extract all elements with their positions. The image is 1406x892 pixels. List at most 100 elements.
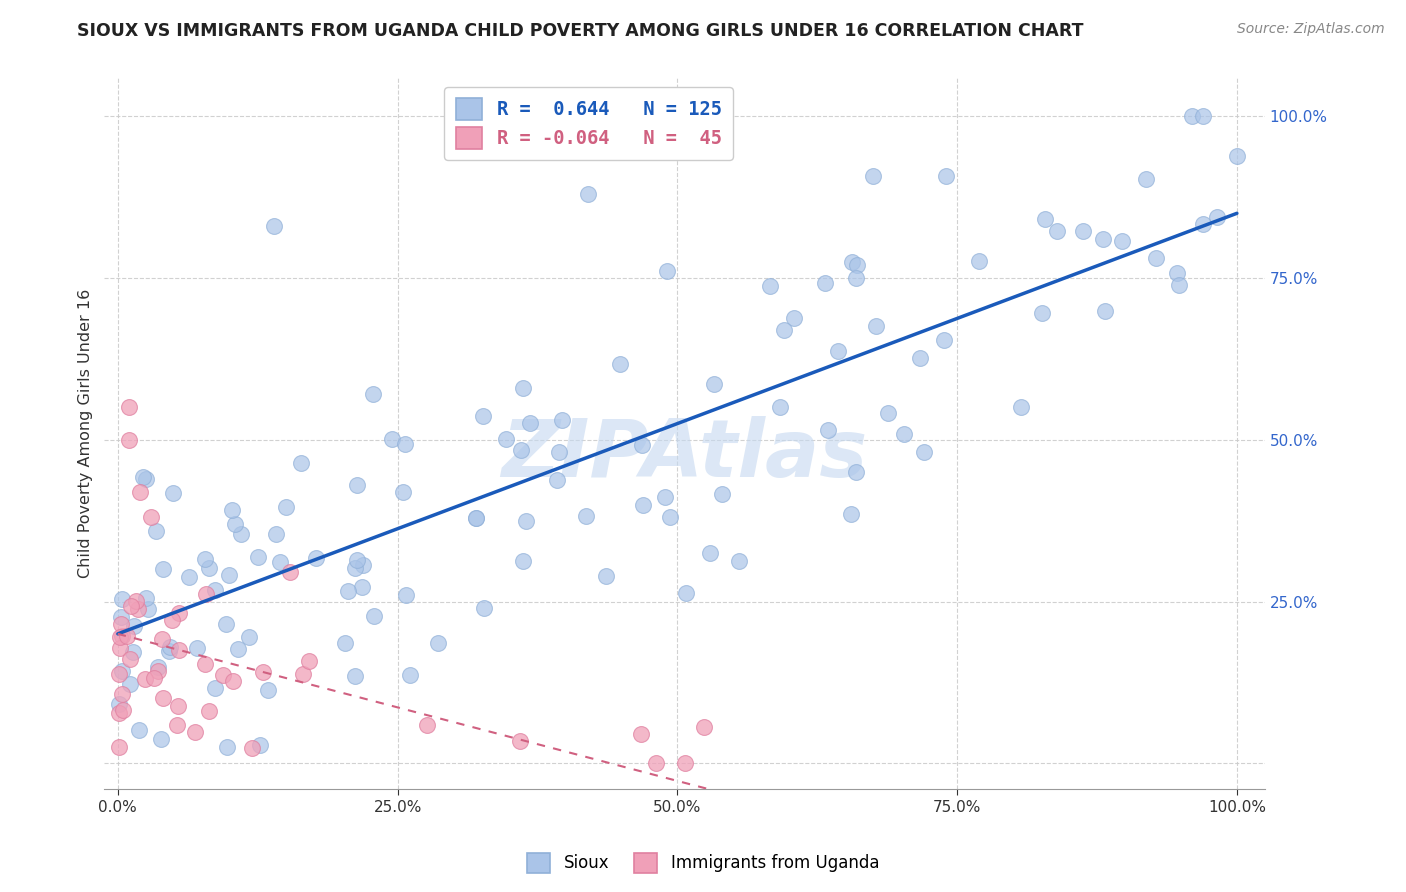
Point <box>108 706 131 721</box>
Point <box>845 465 868 479</box>
Point <box>1181 109 1204 123</box>
Point <box>519 416 541 430</box>
Point <box>217 739 239 754</box>
Point <box>346 553 368 567</box>
Point <box>218 567 240 582</box>
Point <box>394 436 416 450</box>
Text: Source: ZipAtlas.com: Source: ZipAtlas.com <box>1237 22 1385 37</box>
Point <box>290 457 312 471</box>
Point <box>256 683 278 698</box>
Point <box>699 546 721 560</box>
Point <box>186 641 208 656</box>
Point <box>264 526 287 541</box>
Point <box>509 442 531 457</box>
Point <box>495 432 517 446</box>
Point <box>136 602 159 616</box>
Point <box>129 484 152 499</box>
Point <box>152 562 174 576</box>
Point <box>229 527 252 541</box>
Point <box>110 610 132 624</box>
Point <box>198 561 221 575</box>
Point <box>464 511 486 525</box>
Point <box>576 186 599 201</box>
Point <box>263 219 285 234</box>
Point <box>224 517 246 532</box>
Point <box>159 640 181 654</box>
Point <box>135 591 157 606</box>
Point <box>222 674 245 689</box>
Point <box>246 550 269 565</box>
Point <box>703 377 725 392</box>
Point <box>350 580 373 594</box>
Point <box>575 509 598 524</box>
Point <box>142 672 165 686</box>
Point <box>111 592 134 607</box>
Point <box>162 613 184 627</box>
Point <box>121 645 143 659</box>
Point <box>204 681 226 695</box>
Point <box>184 725 207 739</box>
Point <box>1071 224 1094 238</box>
Point <box>298 654 321 668</box>
Point <box>148 659 170 673</box>
Point <box>194 657 217 671</box>
Point <box>862 169 884 184</box>
Point <box>908 351 931 365</box>
Point <box>120 599 142 613</box>
Point <box>693 720 716 734</box>
Point <box>110 630 132 644</box>
Point <box>111 629 134 643</box>
Point <box>132 470 155 484</box>
Point <box>108 641 131 656</box>
Point <box>221 502 243 516</box>
Point <box>631 437 654 451</box>
Point <box>399 668 422 682</box>
Point <box>125 594 148 608</box>
Point <box>249 738 271 752</box>
Point <box>111 703 134 717</box>
Point <box>772 323 794 337</box>
Point <box>395 588 418 602</box>
Point <box>865 318 887 333</box>
Point <box>167 643 190 657</box>
Point <box>166 698 188 713</box>
Point <box>658 509 681 524</box>
Point <box>1192 217 1215 231</box>
Point <box>118 401 141 415</box>
Point <box>177 570 200 584</box>
Point <box>509 734 531 748</box>
Point <box>1166 266 1188 280</box>
Point <box>134 672 156 686</box>
Point <box>845 258 868 272</box>
Point <box>352 558 374 572</box>
Point <box>675 586 697 600</box>
Text: ZIPAtlas: ZIPAtlas <box>502 416 868 493</box>
Point <box>512 381 534 395</box>
Legend: R =  0.644   N = 125, R = -0.064   N =  45: R = 0.644 N = 125, R = -0.064 N = 45 <box>444 87 734 161</box>
Point <box>204 582 226 597</box>
Point <box>363 386 385 401</box>
Point <box>426 636 449 650</box>
Point <box>167 607 190 621</box>
Point <box>728 554 751 568</box>
Point <box>673 756 696 771</box>
Point <box>416 718 439 732</box>
Point <box>269 555 291 569</box>
Point <box>198 704 221 718</box>
Point <box>141 510 163 524</box>
Point <box>127 601 149 615</box>
Point <box>464 109 486 123</box>
Point <box>633 498 655 512</box>
Point <box>108 667 131 681</box>
Point <box>464 510 486 524</box>
Point <box>215 616 238 631</box>
Point <box>252 665 274 679</box>
Point <box>1111 235 1133 249</box>
Point <box>111 687 134 701</box>
Point <box>1010 401 1032 415</box>
Point <box>195 587 218 601</box>
Point <box>278 565 301 579</box>
Point <box>336 583 359 598</box>
Y-axis label: Child Poverty Among Girls Under 16: Child Poverty Among Girls Under 16 <box>79 289 93 578</box>
Point <box>1168 277 1191 292</box>
